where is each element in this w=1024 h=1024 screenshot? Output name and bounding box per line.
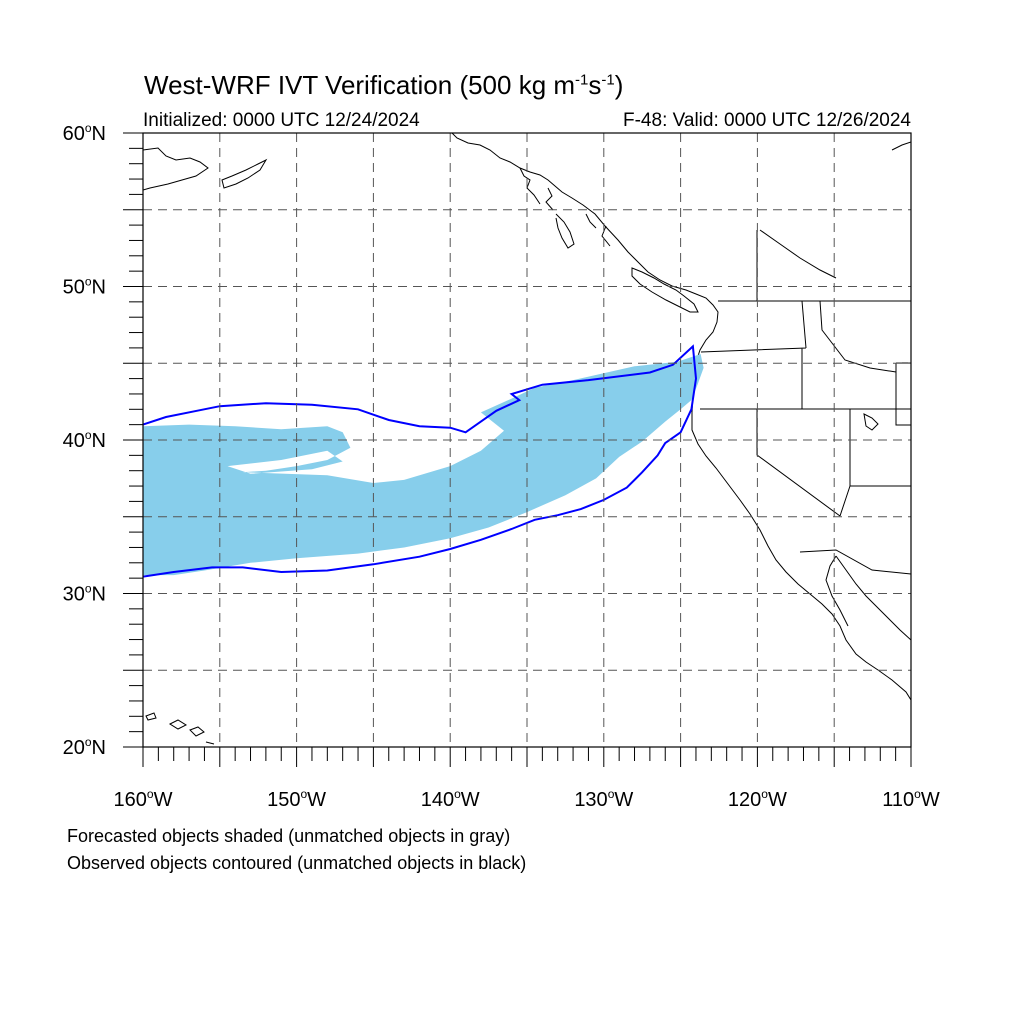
lat-label: 60oN bbox=[63, 121, 106, 145]
title-close: ) bbox=[614, 70, 624, 100]
observed-legend-note: Observed objects contoured (unmatched ob… bbox=[67, 853, 527, 873]
lat-label: 50oN bbox=[63, 275, 106, 299]
coastlines bbox=[143, 133, 911, 745]
great-salt-lake bbox=[863, 413, 879, 431]
title-sup2: -1 bbox=[601, 71, 615, 89]
alaska-peninsula-islands bbox=[221, 158, 268, 189]
lon-label: 160oW bbox=[114, 787, 173, 811]
title-mid: s bbox=[588, 70, 602, 100]
grid-lines bbox=[143, 133, 911, 747]
interior-lakes bbox=[759, 229, 837, 279]
lon-label: 150oW bbox=[267, 787, 326, 811]
forecast-objects bbox=[143, 354, 704, 576]
state-boundaries bbox=[700, 230, 911, 517]
north-america-coastline bbox=[451, 133, 911, 701]
lat-label: 30oN bbox=[63, 582, 106, 606]
map-title: West-WRF IVT Verification (500 kg m-1s-1… bbox=[144, 70, 623, 101]
observed-ivt-contour bbox=[143, 344, 698, 578]
hawaii-islands bbox=[145, 712, 215, 745]
title-sup1: -1 bbox=[575, 71, 589, 89]
lon-label: 130oW bbox=[574, 787, 633, 811]
northeast-coast bbox=[891, 141, 911, 151]
map-area bbox=[143, 133, 911, 747]
axis-labels: 60oN 50oN 40oN 30oN 20oN 160oW 150oW 140oW 130oW… bbox=[63, 121, 940, 811]
forecast-ivt-object bbox=[143, 354, 704, 576]
lon-label: 110oW bbox=[882, 787, 940, 811]
mexico-border bbox=[799, 549, 911, 575]
alaska-islands bbox=[519, 167, 611, 249]
alaska-mainland bbox=[143, 147, 209, 191]
axis-ticks bbox=[123, 132, 912, 767]
lon-label: 120oW bbox=[728, 787, 787, 811]
initialized-label: Initialized: 0000 UTC 12/24/2024 bbox=[143, 110, 420, 131]
observed-objects bbox=[143, 344, 698, 578]
forecast-legend-note: Forecasted objects shaded (unmatched obj… bbox=[67, 826, 511, 846]
title-text: West-WRF IVT Verification (500 kg m bbox=[144, 70, 576, 100]
lat-label: 20oN bbox=[63, 735, 106, 759]
lon-label: 140oW bbox=[421, 787, 480, 811]
lat-label: 40oN bbox=[63, 428, 106, 452]
valid-time-label: F-48: Valid: 0000 UTC 12/26/2024 bbox=[623, 110, 911, 131]
baja-california bbox=[825, 555, 911, 641]
vancouver-island bbox=[631, 267, 699, 313]
